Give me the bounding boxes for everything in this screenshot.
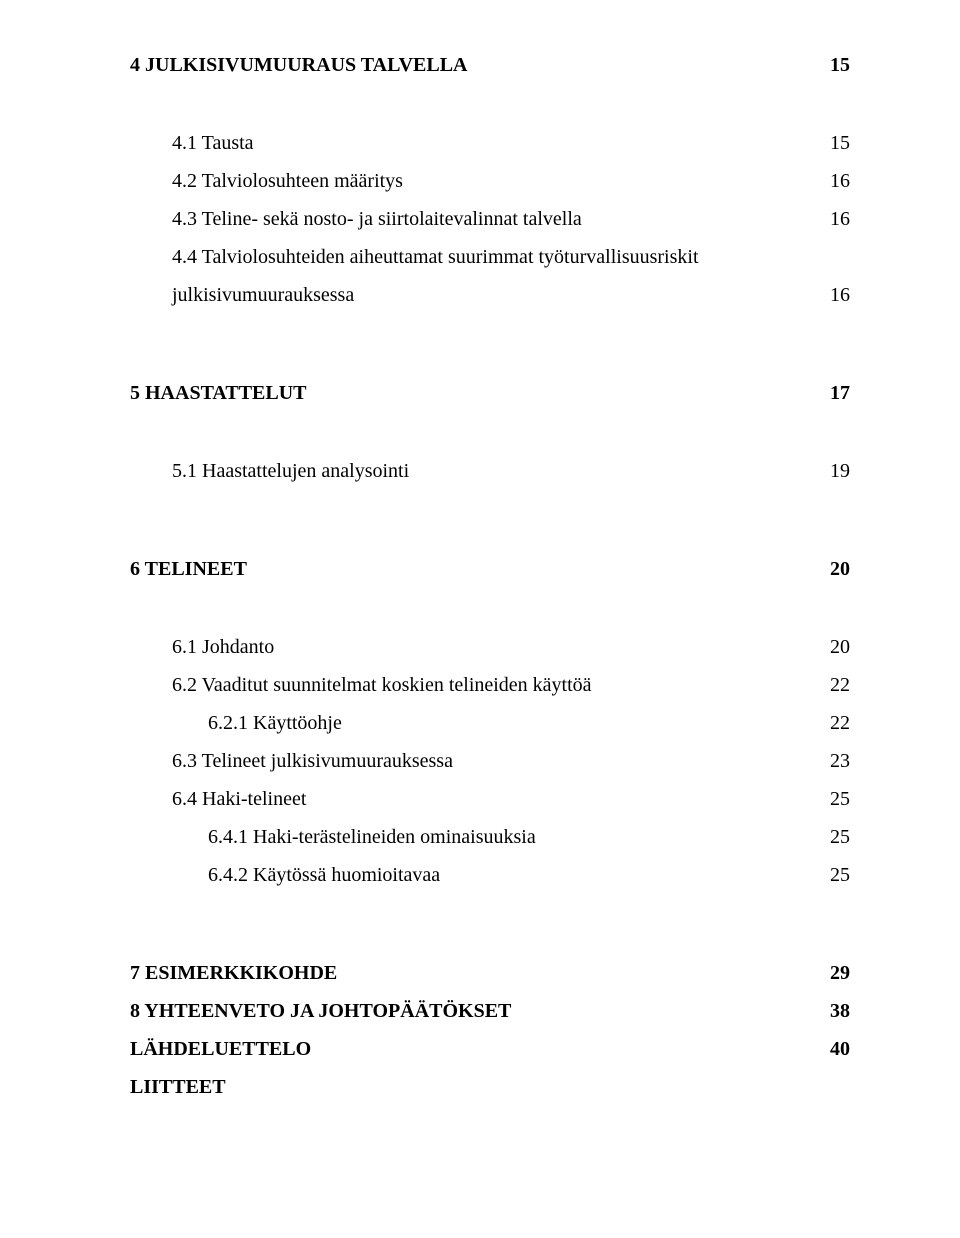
- toc-page-number: 23: [830, 742, 850, 780]
- spacer: [130, 894, 850, 954]
- toc-section-4: 4 JULKISIVUMUURAUS TALVELLA 15: [130, 46, 850, 84]
- toc-page-number: 16: [830, 200, 850, 238]
- spacer: [130, 588, 850, 628]
- spacer: [130, 314, 850, 374]
- toc-title: 6.4.2 Käytössä huomioitavaa: [208, 856, 440, 894]
- toc-page-number: 22: [830, 704, 850, 742]
- toc-title: 6.2 Vaaditut suunnitelmat koskien teline…: [172, 666, 592, 704]
- toc-page-number: 22: [830, 666, 850, 704]
- toc-item-4-1: 4.1 Tausta 15: [130, 124, 850, 162]
- toc-title: 5 HAASTATTELUT: [130, 374, 307, 412]
- toc-page-number: 40: [830, 1030, 850, 1068]
- toc-title: 4 JULKISIVUMUURAUS TALVELLA: [130, 46, 467, 84]
- toc-page-number: 16: [830, 276, 850, 314]
- toc-title: 6.4 Haki-telineet: [172, 780, 306, 818]
- toc-page-number: 25: [830, 856, 850, 894]
- toc-title: LIITTEET: [130, 1068, 226, 1106]
- toc-title: julkisivumuurauksessa: [172, 276, 354, 314]
- toc-section-7: 7 ESIMERKKIKOHDE 29: [130, 954, 850, 992]
- toc-item-4-2: 4.2 Talviolosuhteen määritys 16: [130, 162, 850, 200]
- toc-item-6-2: 6.2 Vaaditut suunnitelmat koskien teline…: [130, 666, 850, 704]
- toc-item-6-4-2: 6.4.2 Käytössä huomioitavaa 25: [130, 856, 850, 894]
- toc-title: 4.3 Teline- sekä nosto- ja siirtolaiteva…: [172, 200, 582, 238]
- toc-title: 7 ESIMERKKIKOHDE: [130, 954, 337, 992]
- toc-page-number: 20: [830, 628, 850, 666]
- toc-page-number: 15: [830, 124, 850, 162]
- toc-item-6-4: 6.4 Haki-telineet 25: [130, 780, 850, 818]
- toc-title: 6.4.1 Haki-terästelineiden ominaisuuksia: [208, 818, 536, 856]
- toc-item-6-2-1: 6.2.1 Käyttöohje 22: [130, 704, 850, 742]
- toc-item-6-3: 6.3 Telineet julkisivumuurauksessa 23: [130, 742, 850, 780]
- toc-section-5: 5 HAASTATTELUT 17: [130, 374, 850, 412]
- toc-title: 6 TELINEET: [130, 550, 247, 588]
- toc-item-4-4-line1: 4.4 Talviolosuhteiden aiheuttamat suurim…: [130, 238, 850, 276]
- spacer: [130, 412, 850, 452]
- toc-page-number: 25: [830, 818, 850, 856]
- toc-title: 4.4 Talviolosuhteiden aiheuttamat suurim…: [172, 238, 699, 276]
- toc-section-6: 6 TELINEET 20: [130, 550, 850, 588]
- toc-title: 5.1 Haastattelujen analysointi: [172, 452, 409, 490]
- spacer: [130, 490, 850, 550]
- toc-page: 4 JULKISIVUMUURAUS TALVELLA 15 4.1 Taust…: [0, 0, 960, 1238]
- toc-page-number: 16: [830, 162, 850, 200]
- toc-title: 6.3 Telineet julkisivumuurauksessa: [172, 742, 453, 780]
- toc-item-4-4-line2: julkisivumuurauksessa 16: [130, 276, 850, 314]
- toc-title: 6.1 Johdanto: [172, 628, 274, 666]
- toc-item-4-3: 4.3 Teline- sekä nosto- ja siirtolaiteva…: [130, 200, 850, 238]
- spacer: [130, 84, 850, 124]
- toc-liitteet: LIITTEET: [130, 1068, 850, 1106]
- toc-page-number: 15: [830, 46, 850, 84]
- toc-title: 6.2.1 Käyttöohje: [208, 704, 342, 742]
- toc-page-number: 20: [830, 550, 850, 588]
- toc-item-6-1: 6.1 Johdanto 20: [130, 628, 850, 666]
- toc-page-number: 38: [830, 992, 850, 1030]
- toc-title: 4.1 Tausta: [172, 124, 254, 162]
- toc-title: LÄHDELUETTELO: [130, 1030, 311, 1068]
- toc-page-number: 29: [830, 954, 850, 992]
- toc-section-8: 8 YHTEENVETO JA JOHTOPÄÄTÖKSET 38: [130, 992, 850, 1030]
- toc-lahdeluettelo: LÄHDELUETTELO 40: [130, 1030, 850, 1068]
- toc-page-number: 19: [830, 452, 850, 490]
- toc-title: 8 YHTEENVETO JA JOHTOPÄÄTÖKSET: [130, 992, 511, 1030]
- toc-title: 4.2 Talviolosuhteen määritys: [172, 162, 403, 200]
- toc-page-number: 25: [830, 780, 850, 818]
- toc-item-5-1: 5.1 Haastattelujen analysointi 19: [130, 452, 850, 490]
- toc-page-number: 17: [830, 374, 850, 412]
- toc-item-6-4-1: 6.4.1 Haki-terästelineiden ominaisuuksia…: [130, 818, 850, 856]
